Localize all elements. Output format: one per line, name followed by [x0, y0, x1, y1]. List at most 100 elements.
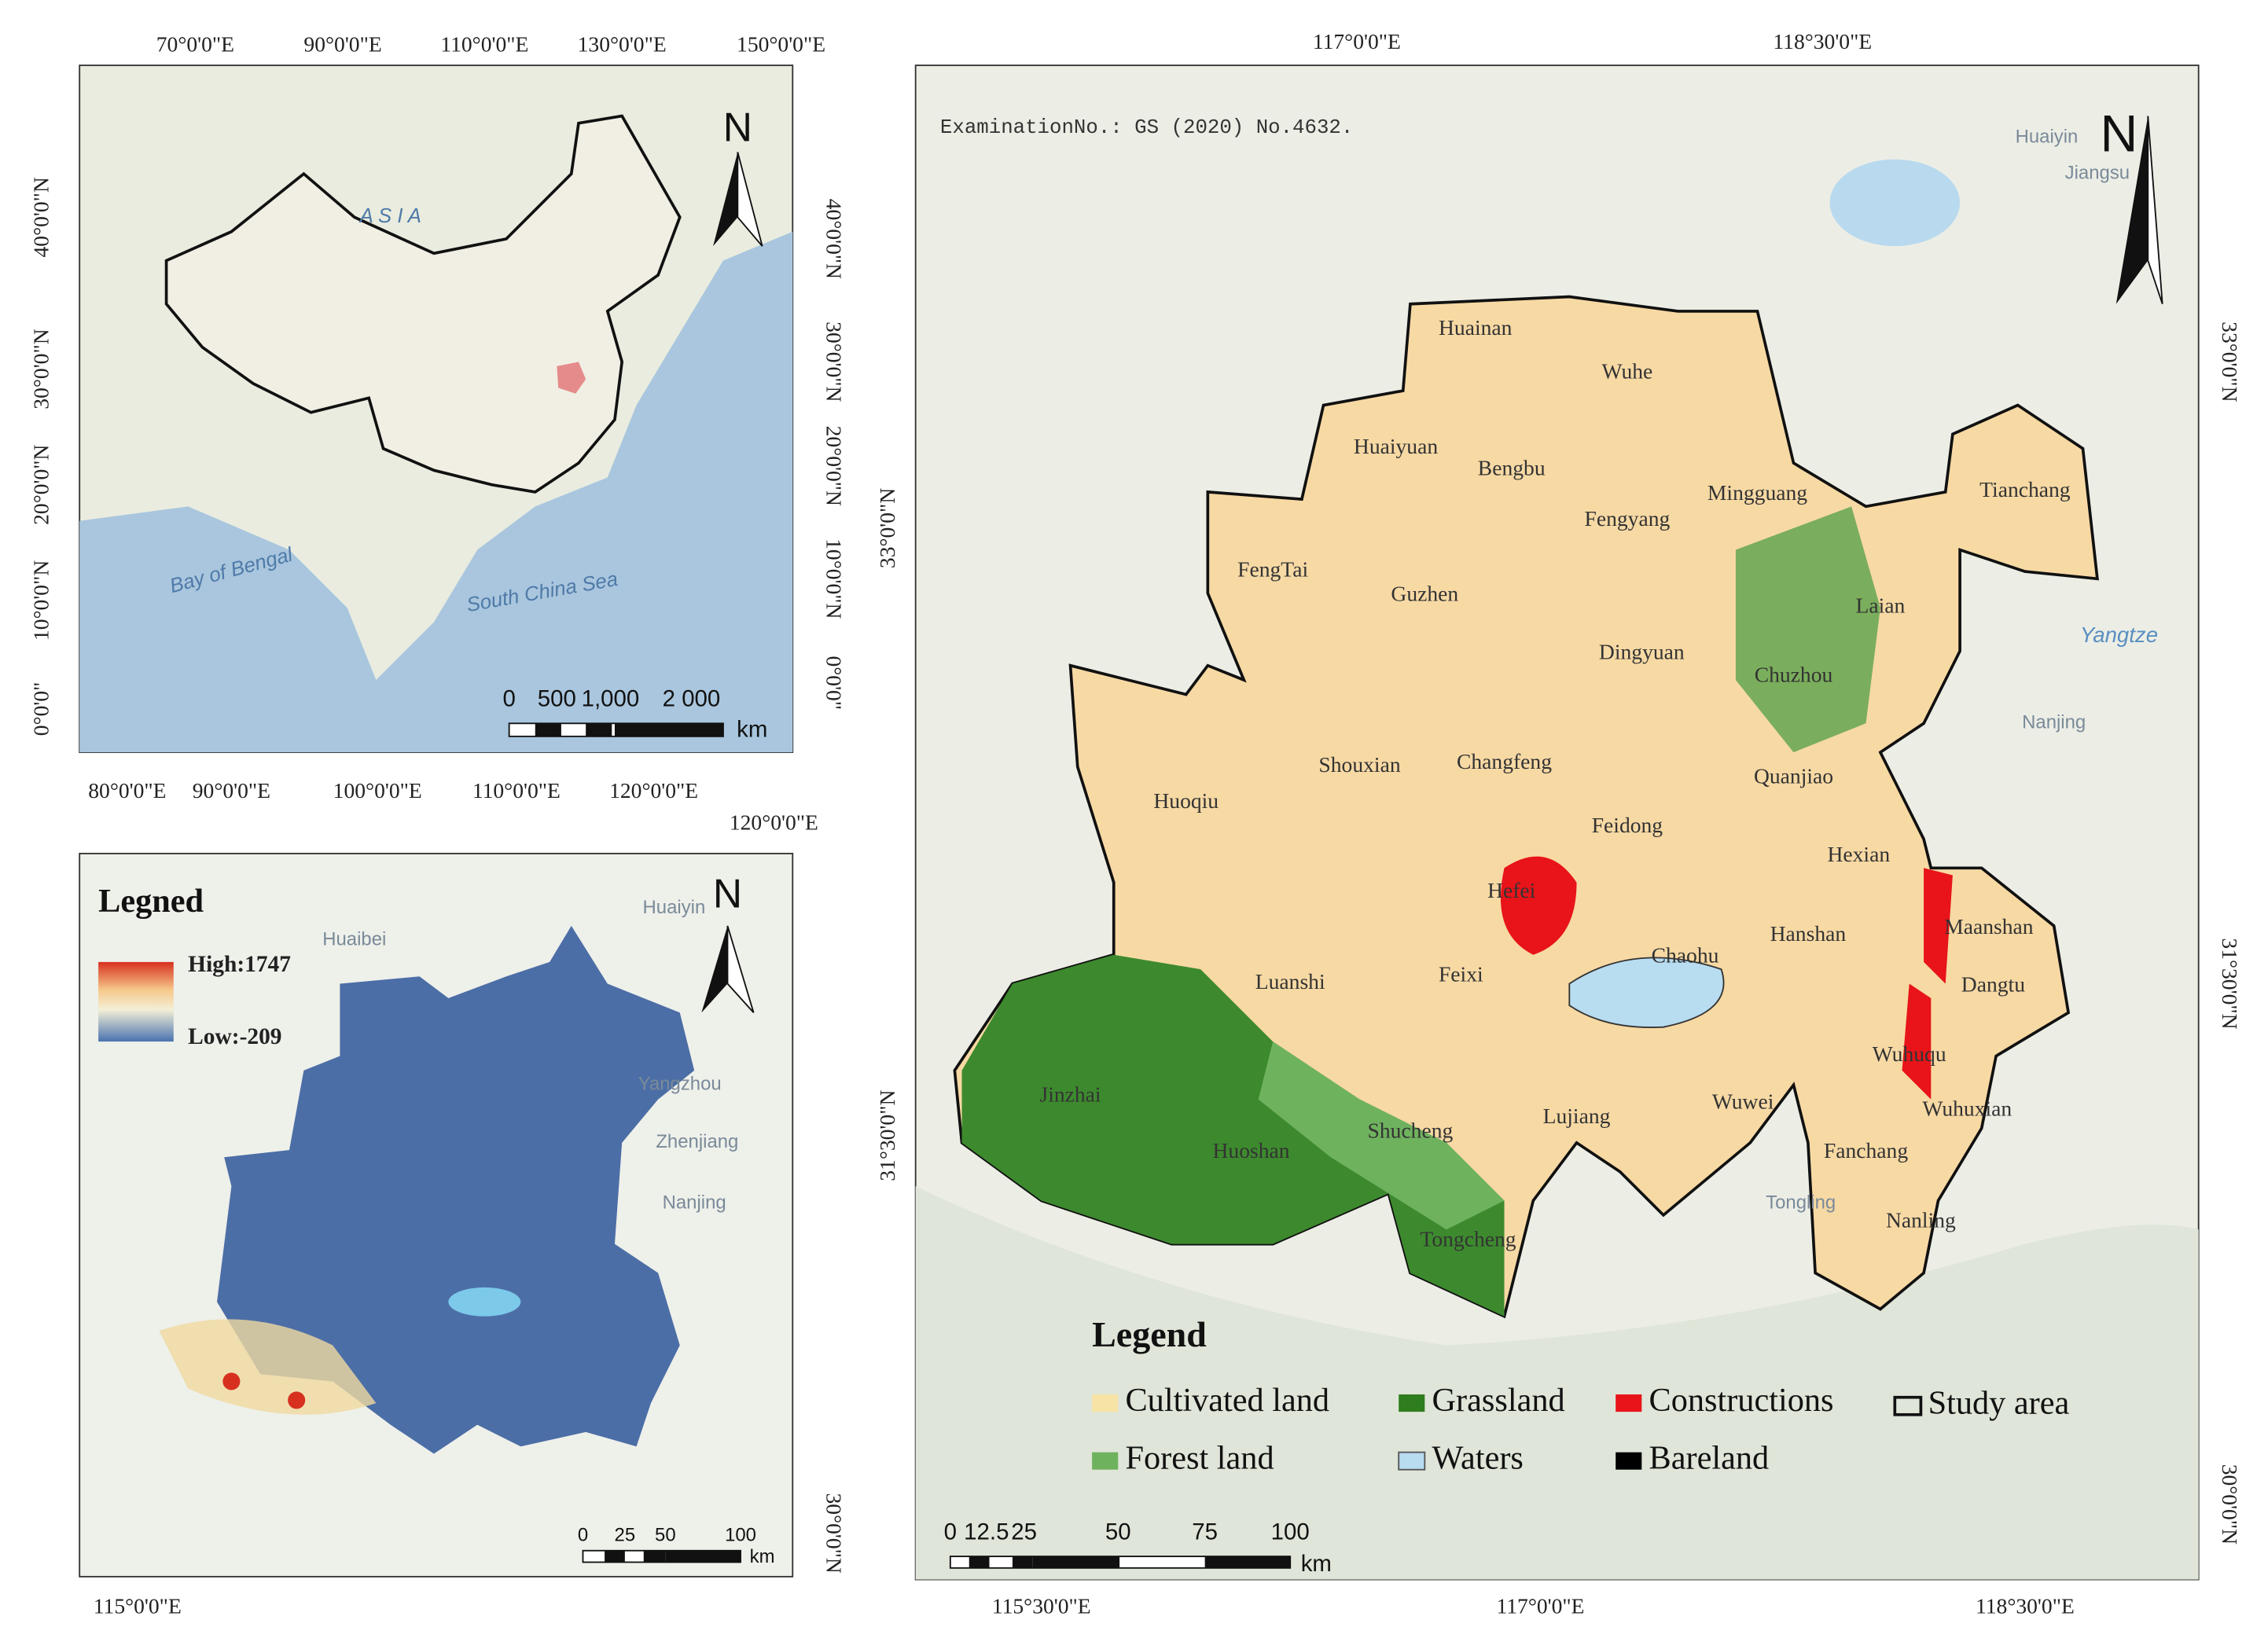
peak [222, 1372, 241, 1390]
dem-map [79, 852, 794, 1578]
lake [448, 1287, 521, 1317]
tick-label: 0°0'0" [29, 682, 53, 737]
china-outline [164, 114, 682, 494]
ocean [79, 231, 793, 753]
county-label: Lujiang [1543, 1104, 1611, 1128]
county-label: Shouxian [1318, 752, 1400, 777]
legend-title: Legned [98, 883, 204, 920]
north-arrow [726, 925, 755, 1013]
scale-label: 100 [1271, 1519, 1310, 1545]
legend-swatch [1616, 1452, 1642, 1470]
tick-label: 30°0'0"N [822, 1493, 847, 1573]
county-label: Feidong [1592, 813, 1663, 837]
forest [961, 954, 1505, 1317]
scale-unit: km [737, 716, 767, 742]
scale-bar [1032, 1556, 1120, 1568]
tick-label: 30°0'0"N [822, 321, 847, 402]
tick-label: 20°0'0"N [29, 444, 53, 524]
legend-label: Forest land [1125, 1439, 1274, 1476]
county-label: Wuhuxian [1922, 1097, 2012, 1121]
north-arrow [737, 152, 763, 247]
tick-label: 40°0'0"N [29, 177, 53, 257]
place-label: Yangzhou [638, 1074, 722, 1095]
scale-label: 50 [655, 1525, 676, 1546]
county-label: Bengbu [1478, 456, 1546, 480]
place-label: Tongling [1766, 1192, 1836, 1213]
study-area-dem [216, 925, 695, 1454]
county-label: Luanshi [1255, 969, 1325, 994]
legend-swatch [1399, 1394, 1425, 1412]
scale-bar [535, 723, 561, 737]
county-label: Wuwei [1712, 1089, 1774, 1114]
county-label: Changfeng [1457, 749, 1552, 773]
north-label: N [723, 105, 752, 150]
tick-label: 90°0'0"E [193, 778, 270, 803]
place-label: Jiangsu [2065, 162, 2130, 183]
tick-label: 10°0'0"N [822, 538, 847, 619]
tick-label: 0°0'0" [822, 656, 847, 710]
county-label: Huoqiu [1153, 788, 1219, 813]
tick-label: 31°30'0"N [2218, 938, 2242, 1029]
highland [159, 1319, 377, 1415]
county-label: Wuhe [1602, 358, 1653, 383]
chaohu-lake [1568, 957, 1725, 1028]
urban [1902, 868, 1953, 1100]
scale-label: 25 [1011, 1519, 1037, 1545]
legend-swatch [1616, 1394, 1642, 1412]
county-label: Hefei [1487, 878, 1536, 902]
scale-bar [1012, 1556, 1033, 1568]
scale-bar [665, 1550, 741, 1563]
scale-label: 50 [1105, 1519, 1131, 1545]
north-label: N [2101, 105, 2138, 163]
county-label: Huoshan [1213, 1138, 1290, 1163]
place-label: Nanjing [2022, 712, 2086, 733]
county-label: Maanshan [1944, 914, 2034, 939]
county-label: Chaohu [1652, 943, 1719, 968]
peak [288, 1391, 306, 1409]
tick-label: 30°0'0"N [29, 329, 53, 409]
county-label: Fanchang [1824, 1138, 1908, 1163]
county-label: FengTai [1237, 557, 1308, 581]
tick-label: 90°0'0"E [303, 32, 381, 57]
hefei-urban [1500, 856, 1577, 955]
scale-label: 1,000 [582, 686, 640, 712]
scale-label: 75 [1192, 1519, 1218, 1545]
note: ExaminationNo.: GS (2020) No.4632. [940, 116, 1353, 139]
legend-swatch [1893, 1395, 1923, 1416]
county-label: Laian [1856, 593, 1906, 617]
county-label: Tianchang [1979, 477, 2071, 501]
scale-unit: km [1301, 1551, 1332, 1577]
legend-high: High:1747 [188, 952, 291, 977]
tick-label: 120°0'0"E [730, 810, 818, 834]
scale-bar [643, 1550, 666, 1563]
legend-label: Grassland [1432, 1382, 1565, 1419]
tick-label: 100°0'0"E [333, 778, 422, 803]
county-label: Huainan [1439, 315, 1513, 340]
scale-bar [605, 1550, 625, 1563]
tick-label: 110°0'0"E [472, 778, 561, 803]
north-label: N [713, 871, 742, 917]
tick-label: 110°0'0"E [440, 32, 528, 57]
inset-map [79, 64, 794, 754]
scale-label: 2 000 [663, 686, 721, 712]
scale-bar [586, 723, 612, 737]
tick-label: 117°0'0"E [1497, 1594, 1585, 1618]
place-label: Huaiyin [2016, 126, 2079, 147]
tick-label: 150°0'0"E [737, 32, 825, 57]
north-arrow [701, 925, 728, 1013]
tick-label: 31°30'0"N [875, 1090, 899, 1181]
tick-label: 33°0'0"N [2218, 321, 2242, 402]
county-label: Chuzhou [1755, 663, 1833, 687]
scale-label: 0 [578, 1525, 588, 1546]
tick-label: 10°0'0"N [29, 560, 53, 641]
place-label: Zhenjiang [656, 1131, 738, 1152]
county-label: Hanshan [1770, 921, 1847, 946]
county-label: Mingguang [1707, 480, 1807, 505]
place-label: Nanjing [663, 1192, 726, 1213]
tick-label: 33°0'0"N [875, 488, 899, 568]
scale-label: 0 [502, 686, 515, 712]
tick-label: 80°0'0"E [88, 778, 166, 803]
county-label: Hexian [1827, 842, 1890, 866]
legend-label: Bareland [1649, 1439, 1770, 1476]
